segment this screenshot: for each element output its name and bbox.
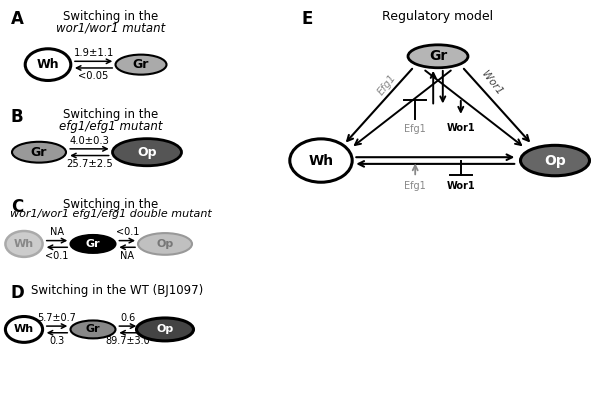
Text: Wh: Wh <box>14 239 34 249</box>
Text: Efg1: Efg1 <box>404 181 426 191</box>
Text: Op: Op <box>157 324 173 334</box>
Ellipse shape <box>12 142 66 163</box>
Text: Gr: Gr <box>429 49 447 63</box>
Circle shape <box>5 317 43 342</box>
Ellipse shape <box>137 318 193 341</box>
Text: Switching in the: Switching in the <box>64 108 158 121</box>
Text: Wor1: Wor1 <box>479 70 505 97</box>
Text: efg1/efg1 mutant: efg1/efg1 mutant <box>59 120 163 133</box>
Text: C: C <box>11 198 23 216</box>
Text: 0.3: 0.3 <box>49 336 65 346</box>
Text: 89.7±3.0: 89.7±3.0 <box>106 336 150 346</box>
Ellipse shape <box>71 321 115 339</box>
Ellipse shape <box>71 235 115 253</box>
Text: Switching in the: Switching in the <box>64 10 158 23</box>
Text: Op: Op <box>157 239 173 249</box>
Text: Wor1: Wor1 <box>446 181 475 191</box>
Text: Switching in the: Switching in the <box>64 198 158 211</box>
Text: E: E <box>301 10 313 28</box>
Circle shape <box>5 231 43 257</box>
Text: D: D <box>11 284 25 302</box>
Ellipse shape <box>113 138 182 166</box>
Text: B: B <box>11 108 23 126</box>
Text: 5.7±0.7: 5.7±0.7 <box>38 313 76 323</box>
Text: Wh: Wh <box>308 153 334 168</box>
Text: Wh: Wh <box>37 58 59 71</box>
Text: NA: NA <box>120 251 134 261</box>
Text: Efg1: Efg1 <box>404 124 426 134</box>
Text: <0.1: <0.1 <box>116 227 139 237</box>
Ellipse shape <box>408 45 468 68</box>
Circle shape <box>290 139 352 182</box>
Text: 0.6: 0.6 <box>120 313 136 323</box>
Ellipse shape <box>138 233 192 255</box>
Text: 1.9±1.1: 1.9±1.1 <box>73 48 114 58</box>
Text: 25.7±2.5: 25.7±2.5 <box>66 159 113 169</box>
Text: Gr: Gr <box>31 146 47 159</box>
Circle shape <box>25 49 71 80</box>
Text: Switching in the WT (BJ1097): Switching in the WT (BJ1097) <box>31 284 203 297</box>
Text: A: A <box>11 10 23 28</box>
Text: NA: NA <box>50 227 64 237</box>
Text: Gr: Gr <box>133 58 149 71</box>
Ellipse shape <box>115 55 167 75</box>
Text: Efg1: Efg1 <box>376 73 398 97</box>
Text: Wh: Wh <box>14 324 34 334</box>
Ellipse shape <box>521 145 589 176</box>
Text: Gr: Gr <box>86 324 100 334</box>
Text: Op: Op <box>544 153 566 168</box>
Text: Regulatory model: Regulatory model <box>382 10 494 23</box>
Text: <0.1: <0.1 <box>46 251 68 261</box>
Text: 4.0±0.3: 4.0±0.3 <box>70 136 109 146</box>
Text: Op: Op <box>137 146 157 159</box>
Text: Gr: Gr <box>86 239 100 249</box>
Text: wor1/wor1 mutant: wor1/wor1 mutant <box>56 22 166 35</box>
Text: <0.05: <0.05 <box>79 71 109 81</box>
Text: Wor1: Wor1 <box>446 123 475 133</box>
Text: wor1/wor1 efg1/efg1 double mutant: wor1/wor1 efg1/efg1 double mutant <box>10 209 212 219</box>
